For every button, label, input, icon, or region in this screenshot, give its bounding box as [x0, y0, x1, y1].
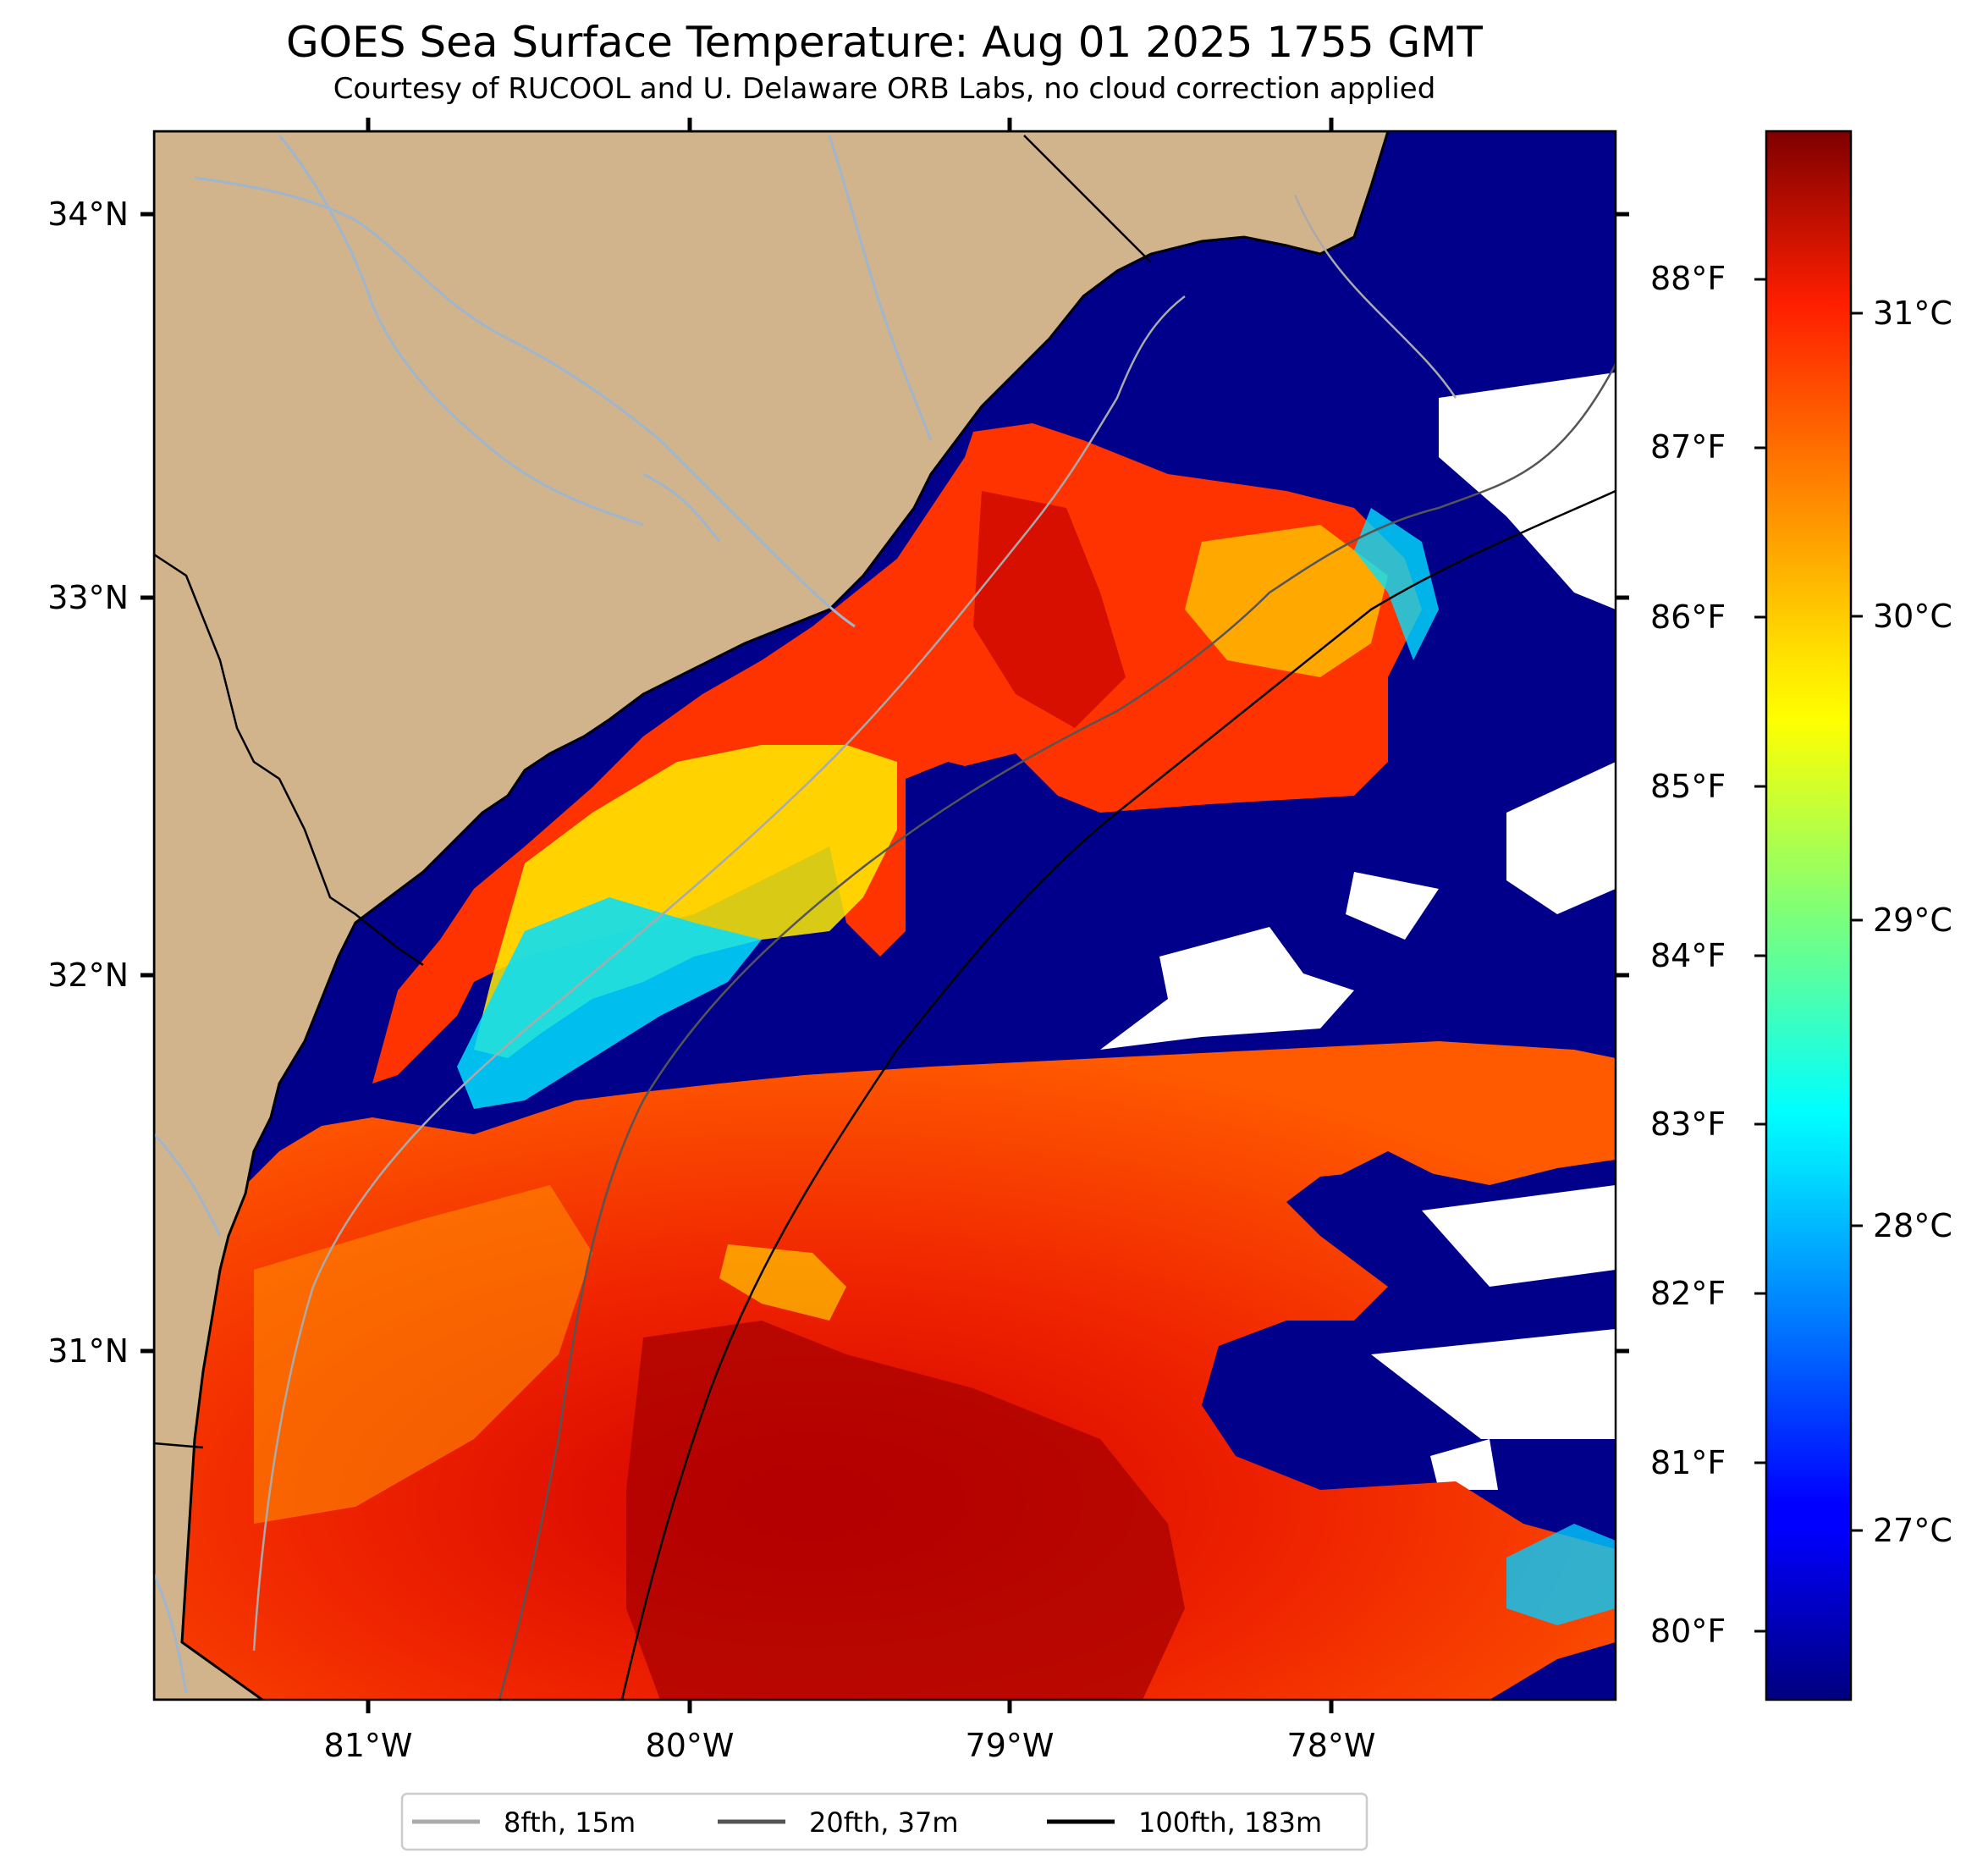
lon-label-81w: 81°W: [324, 1727, 413, 1764]
isobath-legend: 8fth, 15m 20fth, 37m 100fth, 183m: [400, 1792, 1368, 1851]
yellow-band-north: [1185, 525, 1388, 677]
f-label-86: 86°F: [1650, 598, 1726, 636]
lon-tick-labels: 81°W 80°W 79°W 78°W: [324, 1727, 1376, 1764]
lat-label-33n: 33°N: [47, 579, 129, 616]
f-label-84: 84°F: [1650, 937, 1726, 974]
blue-intrusion: [906, 762, 1066, 931]
cyan-filament-north: [1354, 508, 1439, 660]
isobath-20fth: [498, 363, 1616, 1700]
yellow-blob-south: [719, 1244, 846, 1321]
cloud-patches: [1100, 372, 1616, 1490]
f-label-83: 83°F: [1650, 1106, 1726, 1143]
map-frame: [152, 130, 1617, 1701]
colorbar-ticks: [1754, 278, 1863, 1633]
c-label-28: 28°C: [1873, 1207, 1952, 1244]
state-borders: [154, 135, 1152, 1449]
c-label-30: 30°C: [1873, 598, 1952, 635]
blue-bay-south: [1320, 1151, 1439, 1219]
legend-label-20fth: 20fth, 37m: [809, 1806, 958, 1839]
f-label-80: 80°F: [1650, 1613, 1726, 1650]
f-label-82: 82°F: [1650, 1275, 1726, 1312]
lat-label-34n: 34°N: [47, 196, 129, 233]
isobath-100fth: [620, 489, 1616, 1700]
f-label-85: 85°F: [1650, 768, 1726, 805]
map-plot-area: [154, 131, 1616, 1700]
lat-label-31n: 31°N: [47, 1332, 129, 1370]
warm-core-south: [626, 1321, 1185, 1700]
c-label-27: 27°C: [1873, 1512, 1952, 1549]
c-label-31: 31°C: [1873, 295, 1952, 332]
rivers: [154, 135, 933, 1694]
c-label-29: 29°C: [1873, 902, 1952, 939]
celsius-labels: 31°C 30°C 29°C 28°C 27°C: [1873, 295, 1952, 1549]
isobath-8fth: [252, 194, 1457, 1652]
f-label-88: 88°F: [1650, 260, 1726, 297]
cyan-zone: [457, 897, 762, 1109]
orange-band-south: [254, 1185, 592, 1524]
colorbar: [1765, 130, 1853, 1701]
f-label-87: 87°F: [1650, 428, 1726, 466]
legend-box: [400, 1792, 1368, 1851]
legend-label-100fth: 100fth, 183m: [1138, 1806, 1322, 1839]
lon-label-79w: 79°W: [966, 1727, 1055, 1764]
land-mass: [154, 131, 1390, 1700]
map-title: GOES Sea Surface Temperature: Aug 01 202…: [286, 18, 1483, 67]
map-subtitle: Courtesy of RUCOOL and U. Delaware ORB L…: [333, 72, 1436, 106]
lat-tick-labels: 34°N 33°N 32°N 31°N: [47, 196, 129, 1370]
fahrenheit-labels: 88°F 87°F 86°F 85°F 84°F 83°F 82°F 81°F …: [1650, 260, 1726, 1650]
tick-marks: [140, 118, 1629, 1713]
lon-label-78w: 78°W: [1287, 1727, 1376, 1764]
cyan-edge-south: [1506, 1524, 1616, 1625]
lat-label-32n: 32°N: [47, 957, 129, 994]
f-label-81: 81°F: [1650, 1444, 1726, 1481]
lon-label-80w: 80°W: [646, 1727, 735, 1764]
legend-label-8fth: 8fth, 15m: [504, 1806, 636, 1839]
